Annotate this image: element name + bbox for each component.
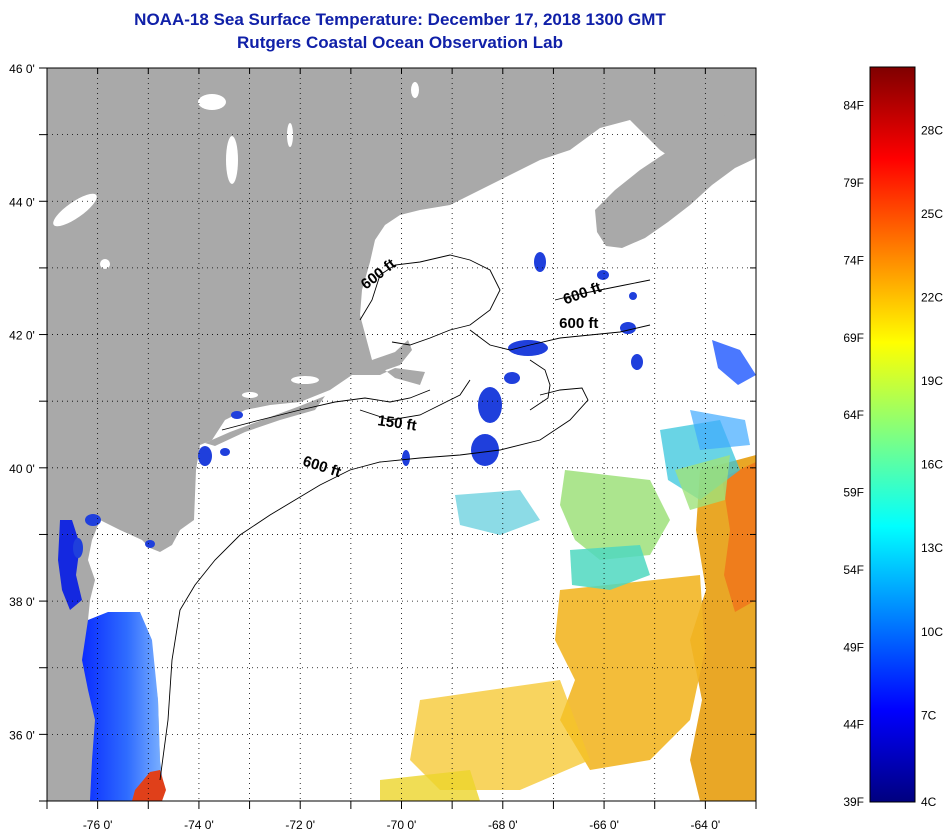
x-tick-label: -74 0' [184, 818, 214, 832]
colorbar-gradient [869, 66, 916, 803]
colorbar-c-label: 22C [921, 291, 943, 305]
x-tick-label: -76 0' [83, 818, 113, 832]
colorbar-c-label: 4C [921, 795, 937, 809]
colorbar-f-label: 64F [843, 408, 864, 422]
colorbar-f-label: 79F [843, 176, 864, 190]
coastal-cold-water [82, 612, 164, 801]
map-axes: -76 0' -74 0' -72 0' -70 0' -68 0' -66 0' -64 … [9, 62, 757, 832]
land-mainland [47, 68, 756, 801]
y-tick-label: 44 0' [9, 195, 35, 209]
y-tick-label: 46 0' [9, 62, 35, 76]
colorbar-f-label: 84F [843, 99, 864, 113]
colorbar-f-label: 44F [843, 718, 864, 732]
x-tick-label: -70 0' [387, 818, 417, 832]
colorbar-c-label: 16C [921, 458, 943, 472]
bathymetry-contours [159, 254, 651, 781]
colorbar-c-label: 25C [921, 207, 943, 221]
colorbar-fahrenheit-labels: 84F 79F 74F 69F 64F 59F 54F 49F 44F 39F [843, 99, 864, 809]
colorbar-c-label: 19C [921, 374, 943, 388]
x-tick-label: -72 0' [285, 818, 315, 832]
y-tick-label: 36 0' [9, 728, 35, 742]
y-tick-label: 38 0' [9, 595, 35, 609]
inland-lakes [53, 82, 419, 611]
colorbar-f-label: 49F [843, 640, 864, 654]
y-tick-label: 40 0' [9, 462, 35, 476]
gulf-stream-edge-warm [132, 770, 166, 801]
colorbar-c-label: 7C [921, 708, 937, 722]
map-subtitle: Rutgers Coastal Ocean Observation Lab [237, 33, 563, 52]
x-tick-label: -66 0' [589, 818, 619, 832]
land-long-island [205, 396, 325, 446]
land-nova-scotia [595, 115, 756, 248]
colorbar-f-label: 69F [843, 331, 864, 345]
cold-water-patches [73, 252, 643, 558]
land-cape-cod [372, 340, 412, 372]
graticule [47, 68, 756, 801]
contour-depth-label: 150 ft [376, 412, 417, 434]
colorbar-f-label: 39F [843, 795, 864, 809]
colorbar-c-label: 13C [921, 541, 943, 555]
map-title: NOAA-18 Sea Surface Temperature: Decembe… [134, 10, 666, 29]
colorbar: 84F 79F 74F 69F 64F 59F 54F 49F 44F 39F 28C 25C 22C… [843, 66, 943, 809]
colorbar-f-label: 74F [843, 253, 864, 267]
offshore-sst-patches [380, 340, 756, 801]
x-tick-label: -64 0' [691, 818, 721, 832]
colorbar-c-label: 28C [921, 123, 943, 137]
colorbar-c-label: 10C [921, 625, 943, 639]
y-tick-label: 42 0' [9, 329, 35, 343]
x-tick-label: -68 0' [488, 818, 518, 832]
colorbar-f-label: 59F [843, 486, 864, 500]
colorbar-celsius-labels: 28C 25C 22C 19C 16C 13C 10C 7C 4C [921, 123, 943, 809]
contour-depth-label: 600 ft [559, 315, 598, 332]
colorbar-f-label: 54F [843, 563, 864, 577]
